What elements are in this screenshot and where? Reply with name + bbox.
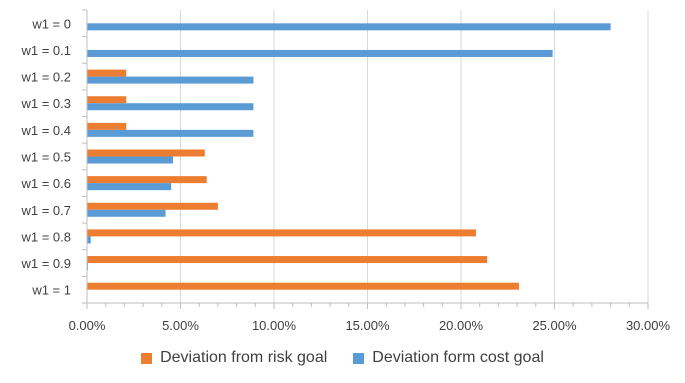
bar-cost [87, 156, 174, 164]
category-label: w1 = 0.9 [20, 256, 71, 271]
category-label: w1 = 0.3 [20, 96, 71, 111]
category-label: w1 = 0.6 [20, 176, 71, 191]
bar-cost [87, 49, 553, 57]
bar-cost [87, 23, 611, 31]
category-label: w1 = 0.8 [20, 229, 71, 244]
legend-label-risk: Deviation from risk goal [160, 349, 328, 366]
x-tick-label: 25.00% [532, 318, 577, 333]
category-label: w1 = 0.2 [20, 70, 71, 85]
bar-risk [87, 149, 205, 157]
bar-risk [87, 176, 207, 184]
bar-risk [87, 69, 127, 77]
category-label: w1 = 0.1 [20, 43, 71, 58]
x-tick-label: 0.00% [69, 318, 106, 333]
category-label: w1 = 0.7 [20, 203, 71, 218]
legend: Deviation from risk goal Deviation form … [0, 343, 685, 373]
category-label: w1 = 1 [31, 283, 71, 298]
bar-cost [87, 76, 254, 84]
category-label: w1 = 0.4 [20, 123, 71, 138]
legend-swatch-cost [353, 352, 365, 364]
bar-cost [87, 129, 254, 137]
x-tick-label: 10.00% [252, 318, 297, 333]
bar-risk [87, 96, 127, 104]
bar-cost [87, 183, 172, 191]
bar-risk [87, 122, 127, 130]
bar-cost [87, 103, 254, 111]
legend-label-cost: Deviation form cost goal [372, 349, 544, 366]
x-tick-label: 30.00% [626, 318, 671, 333]
category-label: w1 = 0 [31, 16, 71, 31]
x-tick-label: 15.00% [345, 318, 390, 333]
bar-cost [87, 236, 91, 244]
legend-item-risk: Deviation from risk goal [141, 349, 327, 367]
legend-item-cost: Deviation form cost goal [353, 349, 544, 367]
bar-risk [87, 256, 488, 264]
x-tick-label: 20.00% [439, 318, 484, 333]
x-tick-label: 5.00% [162, 318, 199, 333]
bar-risk [87, 202, 218, 210]
bar-risk [87, 229, 476, 237]
bar-cost [87, 209, 166, 217]
legend-swatch-risk [141, 352, 153, 364]
category-label: w1 = 0.5 [20, 150, 71, 165]
bar-risk [87, 282, 519, 290]
